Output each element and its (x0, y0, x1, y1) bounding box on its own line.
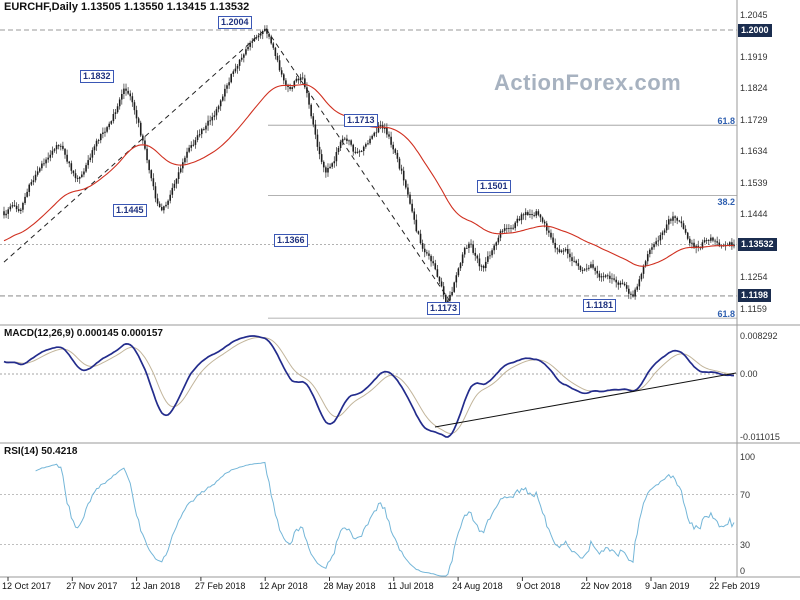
rsi-line (35, 461, 735, 577)
macd-line (3, 335, 734, 438)
x-axis-date: 28 May 2018 (323, 581, 376, 591)
x-axis-date: 12 Oct 2017 (2, 581, 52, 591)
y-axis-tick: 1.1539 (740, 177, 768, 188)
swing-price-label: 1.1445 (113, 204, 147, 217)
y-axis-tick: 1.1729 (740, 114, 768, 125)
swing-price-label: 1.1832 (80, 70, 114, 83)
fib-ratio-label: 38.2 (717, 197, 735, 207)
fib-ratio-label: 61.8 (717, 309, 735, 319)
fib-ratio-label: 61.8 (717, 116, 735, 126)
rsi-axis-label: 0 (740, 566, 746, 576)
y-axis-tick: 1.1254 (740, 272, 768, 283)
y-axis-tick: 1.1159 (740, 303, 767, 314)
macd-trendline (434, 372, 737, 428)
x-axis-date: 27 Feb 2018 (194, 581, 246, 591)
macd-axis-label: 0.00 (740, 369, 758, 379)
macd-axis-label: 0.008292 (740, 331, 778, 341)
x-axis-date: 22 Feb 2019 (709, 581, 760, 591)
macd-panel-title: MACD(12,26,9) 0.000145 0.000157 (4, 328, 163, 339)
x-axis-date: 27 Nov 2017 (66, 581, 118, 591)
price-level-badge: 1.1198 (738, 289, 772, 303)
y-axis-tick: 1.1444 (740, 209, 768, 220)
swing-price-label: 1.1181 (583, 299, 617, 312)
rsi-axis-label: 70 (740, 490, 751, 500)
y-axis-tick: 1.1919 (740, 51, 768, 62)
macd-axis-label: -0.011015 (740, 432, 780, 442)
y-axis-tick: 1.1634 (740, 146, 768, 157)
candle-wicks (3, 25, 735, 308)
actionforex-watermark: ActionForex.com (494, 70, 682, 95)
rsi-axis-label: 30 (740, 540, 751, 550)
rsi-axis-label: 100 (740, 452, 756, 462)
rsi-panel-title: RSI(14) 50.4218 (4, 446, 78, 457)
price-level-badge: 1.2000 (738, 23, 772, 37)
swing-price-label: 1.2004 (218, 16, 252, 29)
x-axis-date: 22 Nov 2018 (580, 581, 632, 591)
swing-price-label: 1.1173 (427, 302, 461, 315)
swing-price-label: 1.1501 (477, 180, 511, 193)
current-price-badge: 1.13532 (738, 237, 777, 251)
x-axis-date: 11 Jul 2018 (387, 581, 434, 591)
trendline-dashed (265, 28, 453, 305)
x-axis-date: 12 Jan 2018 (130, 581, 181, 591)
symbol-ohlc-title: EURCHF,Daily 1.13505 1.13550 1.13415 1.1… (4, 1, 250, 13)
x-axis-date: 9 Oct 2018 (516, 581, 561, 591)
swing-price-label: 1.1713 (344, 114, 378, 127)
x-axis-date: 12 Apr 2018 (259, 581, 308, 591)
y-axis-tick: 1.2045 (740, 10, 768, 21)
candle-bodies (3, 28, 735, 303)
trendline-dashed (3, 28, 267, 263)
y-axis-tick: 1.1824 (740, 83, 768, 94)
x-axis-date: 9 Jan 2019 (645, 581, 690, 591)
swing-price-label: 1.1366 (274, 234, 308, 247)
x-axis-date: 24 Aug 2018 (452, 581, 503, 591)
